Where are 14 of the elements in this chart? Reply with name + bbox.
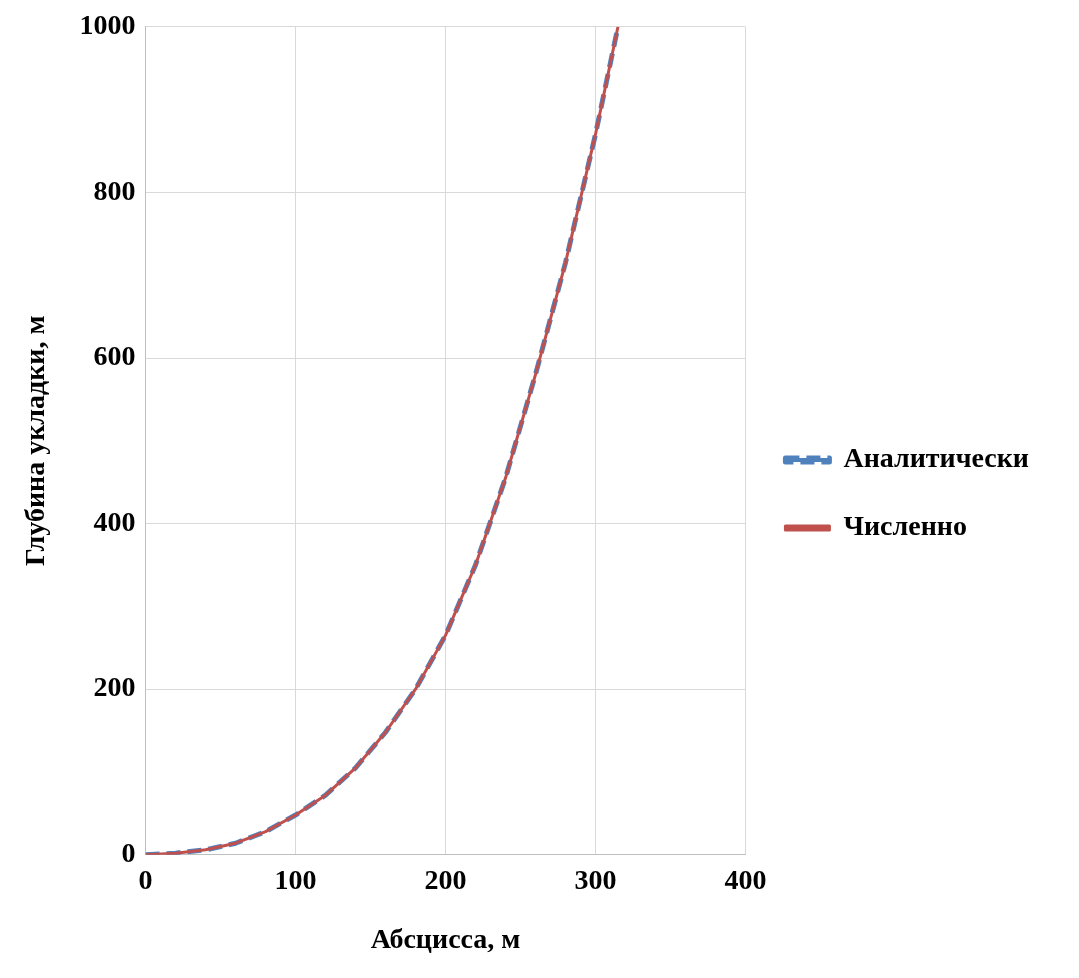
y-tick-label: 800 [93,174,136,206]
legend-label: Аналитически [843,442,1030,474]
y-tick-label: 200 [93,671,136,703]
x-axis-title: Абсцисса, м [370,923,521,955]
x-tick-label: 400 [724,863,767,895]
legend-label: Численно [843,510,967,542]
y-tick-label: 600 [93,340,136,372]
y-tick-label: 1000 [79,9,136,41]
y-axis-title: Глубина укладки, м [19,315,51,567]
y-tick-label: 0 [121,837,136,869]
y-tick-label: 400 [93,505,136,537]
x-tick-label: 100 [274,863,317,895]
x-tick-label: 300 [574,863,617,895]
x-tick-label: 200 [424,863,467,895]
